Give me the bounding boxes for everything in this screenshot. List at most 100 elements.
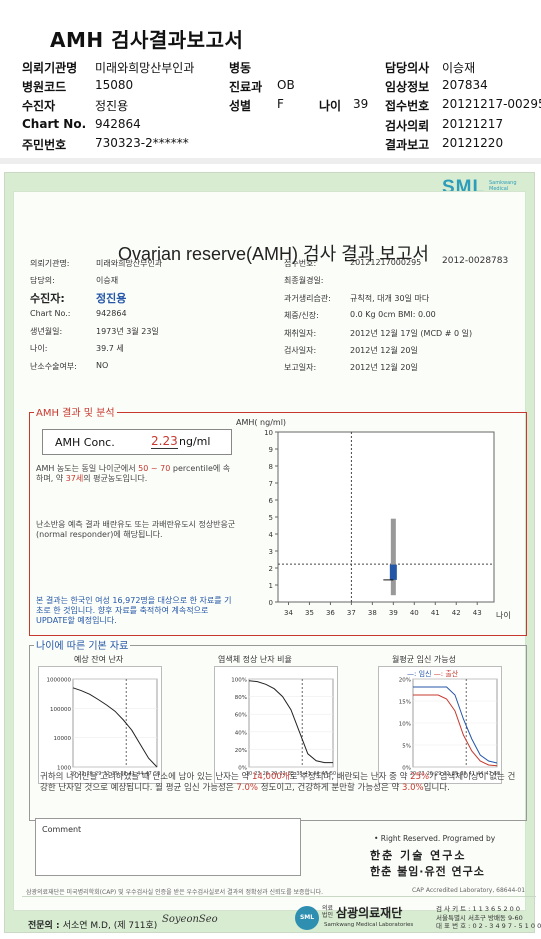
mini-x-tick-label: 44 — [137, 771, 143, 777]
foundation-name-en: Samkwang Medical Laboratories — [324, 922, 414, 928]
mini-x-tick-label: 20 — [70, 771, 76, 777]
amh-conc-unit: ng/ml — [179, 435, 211, 448]
pregnancy-chart-legend: —: 임신 —: 출산 — [407, 670, 459, 678]
mini-x-tick-label: 50 — [154, 771, 160, 777]
mini-x-tick-label: 35 — [452, 771, 458, 777]
mini-y-tick-label: 100000 — [50, 707, 71, 713]
header-field-request-date: 검사의뢰 20121217 — [385, 117, 504, 133]
header-field-report-date: 결과보고 20121220 — [385, 136, 504, 152]
amh-section — [29, 412, 527, 636]
info-lmp: 최종월경일: — [284, 276, 324, 285]
info-institution: 의뢰기관명: 미래와희망산부인과 — [30, 259, 163, 268]
mini-x-tick-label: 20 — [246, 771, 252, 777]
accreditation-note: 삼광의료재단은 미국병리학회(CAP) 및 우수검사실 인증을 받은 우수검사실… — [26, 889, 324, 896]
age-range-box — [389, 564, 397, 580]
header-field-accession-no: 접수번호 20121217-00295 — [385, 97, 541, 113]
mini-x-tick-label: 50 — [494, 771, 500, 777]
age-summary-text: 귀하의 나이만을 고려하였을 때 난소에 남아 있는 난자는 약 14,000개… — [40, 772, 516, 793]
y-tick-label: 7 — [269, 480, 273, 488]
mini-y-tick-label: 10000 — [54, 736, 72, 742]
header-field-resident-no: 주민번호 730323-2****** — [22, 136, 189, 152]
report-body: Ovarian reserve(AMH) 검사 결과 보고서 2012-0028… — [13, 191, 541, 931]
mini-y-tick-label: 20% — [235, 748, 247, 754]
mini-y-tick-label: 5% — [402, 744, 411, 750]
x-tick-label: 37 — [347, 609, 356, 617]
info-ovarian-surgery: 난소수술여부: NO — [30, 361, 109, 371]
y-tick-label: 0 — [269, 599, 273, 607]
header-field-sex: 성별 F — [229, 97, 284, 113]
mini-plot-area — [72, 678, 158, 768]
amh-plot-area — [277, 431, 495, 603]
mini-y-tick-label: 0% — [402, 766, 411, 772]
normal-egg-ratio-chart: 100% 80% 60% 40% 20% 0% 20 23 26 29 32 35 38 41 44 47 50 — [214, 666, 338, 784]
legend-birth: 출산 — [445, 670, 459, 678]
page-title: AMH 검사결과보고서 — [50, 28, 244, 52]
pregnancy-chance-svg: 20% 15% 10% 5% 0%20 23 26 29 32 35 38 41 44 47 50 — [399, 678, 500, 778]
legend-pregnancy: 임신 — [418, 670, 432, 678]
header-field-doctor: 담당의사 이승재 — [385, 61, 476, 75]
info-weight-height: 체중/신장: 0.0 Kg 0cm BMI: 0.00 — [284, 310, 436, 320]
mini-x-tick-label: 41 — [305, 771, 311, 777]
mini-x-tick-label: 23 — [418, 771, 424, 777]
comment-label: Comment — [42, 825, 82, 834]
mini-x-tick-label: 32 — [280, 771, 286, 777]
report-title: Ovarian reserve(AMH) 검사 결과 보고서 — [118, 244, 429, 264]
mini-x-tick-label: 38 — [296, 771, 302, 777]
mini-y-tick-label: 0% — [238, 766, 247, 772]
mini-x-tick-label: 23 — [78, 771, 84, 777]
report-number: 2012-0028783 — [442, 256, 509, 266]
y-tick-label: 2 — [269, 565, 273, 573]
contact-info: 검 사 키 트 : 1 1 3 6 5 2 0 0 서울특별시 서초구 방배동 … — [436, 905, 541, 930]
mini-plot-area — [248, 678, 334, 768]
mini-y-tick-label: 100% — [231, 678, 247, 684]
mini-x-tick-label: 35 — [288, 771, 294, 777]
amh-conc-value: 2.23 — [151, 434, 178, 449]
y-tick-label: 8 — [269, 463, 273, 471]
mini-series-line — [248, 680, 333, 764]
header-field-clinical-info: 임상정보 207834 — [385, 78, 488, 94]
mini-x-tick-label: 41 — [129, 771, 135, 777]
amh-age-chart: AMH( ng/ml) 0 1 2 3 4 5 6 7 8 9 10 34 35 36 37 38 39 40 41… — [236, 418, 520, 630]
y-tick-label: 4 — [269, 531, 274, 539]
header-field-chart-no: Chart No. 942864 — [22, 117, 141, 131]
y-tick-label: 3 — [269, 548, 273, 556]
x-tick-label: 38 — [368, 609, 377, 617]
y-tick-label: 6 — [269, 497, 274, 505]
mini-x-tick-label: 26 — [87, 771, 93, 777]
x-tick-label: 42 — [452, 609, 461, 617]
mini-y-tick-label: 20% — [399, 678, 411, 684]
mini-y-tick-label: 1000000 — [47, 678, 72, 684]
cap-accreditation: CAP Accredited Laboratory, 68644-01 — [412, 887, 526, 894]
info-accession-no: 접수번호: 20121217000295 — [284, 258, 422, 268]
header-field-hospital-code: 병원코드 15080 — [22, 78, 134, 94]
mini-x-tick-label: 29 — [95, 771, 101, 777]
foundation-type: 의료법인 — [322, 905, 334, 919]
y-tick-label: 10 — [264, 429, 273, 437]
x-tick-label: 35 — [305, 609, 314, 617]
info-menstrual-history: 과거생리습관: 규칙적, 대개 30일 마다 — [284, 294, 430, 303]
signature: SoyeonSeo — [162, 914, 218, 925]
amh-conc-box: AMH Conc. 2.23 ng/ml — [42, 429, 232, 455]
foundation-name: 삼광의료재단 — [336, 906, 403, 920]
x-tick-label: 36 — [326, 609, 335, 617]
mini-y-tick-label: 80% — [235, 695, 247, 701]
header-field-department: 진료과 OB — [229, 78, 295, 94]
header-field-age: 나이 39 — [319, 97, 369, 113]
age-section-label: 나이에 따른 기본 자료 — [34, 637, 131, 652]
mini-x-tick-label: 47 — [486, 771, 492, 777]
mini-x-tick-label: 50 — [330, 771, 336, 777]
mini-x-tick-label: 29 — [435, 771, 441, 777]
y-tick-label: 1 — [269, 582, 273, 590]
mini-x-tick-label: 47 — [322, 771, 328, 777]
mini-x-tick-label: 20 — [410, 771, 416, 777]
mini-y-tick-label: 1000 — [57, 766, 71, 772]
info-age: 나이: 39.7 세 — [30, 344, 124, 353]
amh-data-note: 본 결과는 한국인 여성 16,972명을 대상으로 한 자료를 기초로 한 것… — [36, 596, 232, 625]
mini-x-tick-label: 29 — [271, 771, 277, 777]
mini-x-tick-label: 32 — [444, 771, 450, 777]
amh-section-label: AMH 결과 및 분석 — [34, 404, 117, 419]
remaining-eggs-chart: 1000000 100000 10000 1000 20 23 26 29 32 35 38 41 44… — [38, 666, 162, 784]
age-range-bar — [390, 518, 396, 596]
mini-series-line — [413, 686, 498, 764]
